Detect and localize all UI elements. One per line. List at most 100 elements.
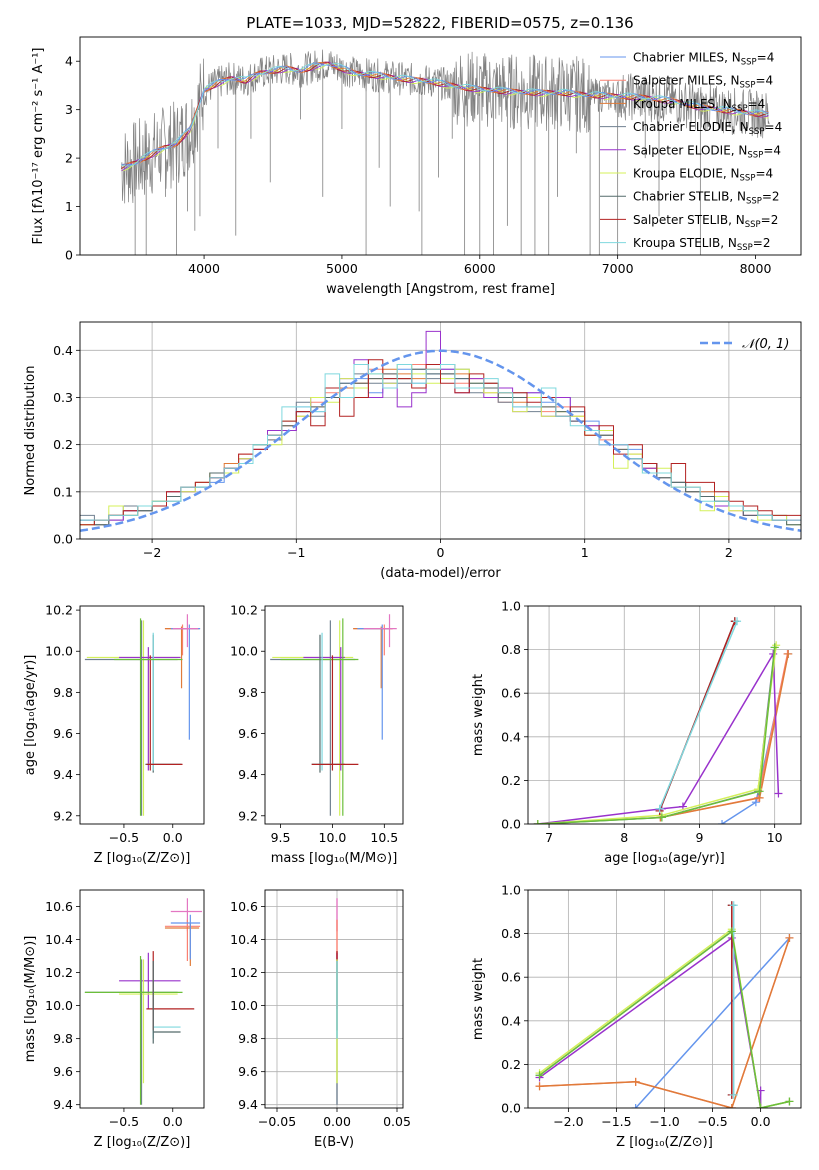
y-tick-label: 0.1 xyxy=(53,484,73,499)
figure-title: PLATE=1033, MJD=52822, FIBERID=0575, z=0… xyxy=(246,14,633,32)
plot-area xyxy=(121,49,770,255)
weight-line-chabrier_miles xyxy=(635,937,791,1108)
weight-point-green xyxy=(770,643,779,652)
y-tick-label: 9.4 xyxy=(53,767,73,782)
y-tick-label: 4 xyxy=(65,54,73,69)
weight-line-salpeter_elodie xyxy=(537,651,780,824)
plot-area xyxy=(80,330,801,532)
x-axis-label: Z [log₁₀(Z/Z⊙)] xyxy=(94,851,191,866)
y-axis-label: Flux [fλ10⁻¹⁷ erg cm⁻² s⁻¹ A⁻¹] xyxy=(31,48,46,245)
legend-label: Salpeter STELIB, NSSP=2 xyxy=(633,213,778,230)
y-tick-label: 9.8 xyxy=(238,685,258,700)
y-tick-label: 0.4 xyxy=(501,729,521,744)
x-tick-label: 6000 xyxy=(464,261,496,276)
panel-residuals: −2 −1 0 1 2 0.0 0.1 0.2 0.3 0.4 (data-model)/error… xyxy=(23,321,802,581)
y-tick-label: 0.2 xyxy=(501,1057,521,1072)
y-tick-label: 9.6 xyxy=(53,1064,73,1079)
x-tick-label: 8000 xyxy=(740,261,772,276)
weight-point-kroupa_miles xyxy=(535,1082,544,1091)
weight-point-kroupa_stelib xyxy=(729,1090,738,1099)
x-tick-label: −2.0 xyxy=(553,1114,583,1129)
y-tick-label: 9.6 xyxy=(238,726,258,741)
y-axis-label: mass [log₁₀(M/M⊙)] xyxy=(23,936,38,1063)
x-tick-label: −1.5 xyxy=(601,1114,631,1129)
model-kroupa_stelib-line xyxy=(121,63,769,167)
weight-point-chabrier_miles xyxy=(631,1104,640,1108)
y-tick-label: 9.2 xyxy=(238,808,258,823)
normal-curve xyxy=(80,349,801,532)
x-axis-label: wavelength [Angstrom, rest frame] xyxy=(326,282,555,297)
x-tick-label: 9 xyxy=(695,830,703,845)
x-tick-label: 9.5 xyxy=(271,830,291,845)
x-tick-label: 8 xyxy=(620,830,628,845)
y-tick-label: 0.8 xyxy=(501,926,521,941)
y-tick-label: 0.6 xyxy=(501,970,521,985)
x-tick-label: −2 xyxy=(143,545,161,560)
plot-area xyxy=(84,898,203,1105)
y-tick-label: 3 xyxy=(65,102,73,117)
x-tick-label: 0.05 xyxy=(383,1114,411,1129)
weight-point-kroupa_stelib xyxy=(733,617,742,626)
axes-frame xyxy=(527,889,802,1109)
x-axis-label: mass [log₁₀(M/M⊙)] xyxy=(271,851,398,866)
weight-point-green xyxy=(756,1104,765,1108)
x-tick-label: 4000 xyxy=(188,261,220,276)
weight-point-green xyxy=(727,927,736,936)
y-tick-label: 9.6 xyxy=(238,1064,258,1079)
y-tick-label: 10.2 xyxy=(45,603,73,618)
y-tick-label: 10.0 xyxy=(230,998,258,1013)
x-axis-label: Z [log₁₀(Z/Z⊙)] xyxy=(616,1135,713,1150)
weight-line-kroupa_miles xyxy=(539,937,791,1108)
x-tick-label: 7000 xyxy=(602,261,634,276)
data-spectrum-line xyxy=(121,49,770,204)
axes-frame xyxy=(264,605,404,825)
x-tick-label: 5000 xyxy=(326,261,358,276)
weight-point-kroupa_elodie xyxy=(772,641,781,650)
axes-frame xyxy=(527,605,802,825)
plot-area xyxy=(535,901,794,1108)
weight-point-kroupa_miles xyxy=(785,933,794,942)
y-tick-label: 10.0 xyxy=(45,644,73,659)
weight-point-chabrier_miles xyxy=(751,798,760,807)
legend: Chabrier MILES, NSSP=4 Salpeter MILES, NS… xyxy=(600,51,782,253)
y-tick-label: 1.0 xyxy=(501,599,521,614)
legend-label: Kroupa ELODIE, NSSP=4 xyxy=(633,167,773,184)
x-tick-label: −0.5 xyxy=(109,830,139,845)
y-axis-label: age [log₁₀(age/yr)] xyxy=(23,655,38,776)
y-tick-label: 0.3 xyxy=(53,390,73,405)
y-tick-label: 9.4 xyxy=(238,1097,258,1112)
y-tick-label: 0.4 xyxy=(501,1013,521,1028)
plot-area xyxy=(533,617,793,824)
weight-point-green xyxy=(657,813,666,822)
model-salpeter_stelib-line xyxy=(121,61,769,170)
y-tick-label: 9.4 xyxy=(238,767,258,782)
y-tick-label: 10.6 xyxy=(45,899,73,914)
axes-frame xyxy=(264,889,404,1109)
panel-age_vs_mass: 9.5 10.0 10.5 9.2 9.4 9.6 9.8 10.0 10.2 mass [log… xyxy=(230,603,404,866)
y-tick-label: 0.8 xyxy=(501,642,521,657)
weight-point-kroupa_miles xyxy=(631,1077,640,1086)
x-tick-label: −0.5 xyxy=(109,1114,139,1129)
y-tick-label: 9.8 xyxy=(238,1031,258,1046)
y-axis-label: mass weight xyxy=(471,958,486,1040)
weight-point-chabrier_miles xyxy=(718,820,727,824)
weight-line-salpeter_elodie xyxy=(539,936,762,1108)
axes-frame xyxy=(79,321,802,540)
x-tick-label: −1.0 xyxy=(649,1114,679,1129)
x-tick-label: 1 xyxy=(581,545,589,560)
x-tick-label: 0.0 xyxy=(163,1114,183,1129)
panel-mass_vs_ebv: −0.05 0.00 0.05 9.4 9.6 9.8 10.0 10.2 10.4 10.6 E(… xyxy=(230,889,411,1150)
legend-label: Chabrier ELODIE, NSSP=4 xyxy=(633,120,782,137)
weight-point-kroupa_stelib xyxy=(655,804,664,813)
panel-mass_vs_z: −0.5 0.0 9.4 9.6 9.8 10.0 10.2 10.4 10.6 Z [log₁₀… xyxy=(23,889,205,1150)
legend-label: Salpeter ELODIE, NSSP=4 xyxy=(633,143,781,160)
y-axis-label: mass weight xyxy=(471,674,486,756)
weight-point-green xyxy=(533,820,542,824)
x-tick-label: 2 xyxy=(725,545,733,560)
x-tick-label: 10.0 xyxy=(319,830,347,845)
y-tick-label: 9.8 xyxy=(53,685,73,700)
y-tick-label: 9.4 xyxy=(53,1097,73,1112)
y-tick-label: 10.6 xyxy=(230,899,258,914)
y-tick-label: 10.2 xyxy=(230,965,258,980)
y-tick-label: 9.2 xyxy=(53,808,73,823)
